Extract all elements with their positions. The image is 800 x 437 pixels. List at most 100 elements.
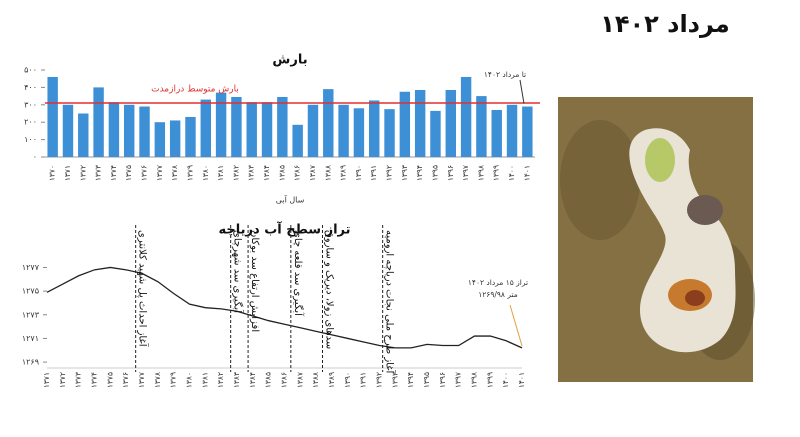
x-tick-label: ۱۳۷۱ [63,165,72,181]
x-tick-label: ۱۳۹۲ [375,372,384,388]
bar [200,99,211,157]
satellite-image [558,97,755,382]
x-tick-label: ۱۳۹۶ [438,372,447,388]
x-tick-label: ۱۳۷۸ [153,372,162,388]
x-tick-label: ۱۳۷۹ [185,165,194,181]
y-tick-label: ۱۲۶۹ [22,358,39,367]
x-tick-label: ۱۳۹۳ [400,165,409,181]
x-tick-label: ۱۴۰۱ [522,165,531,181]
x-tick-label: ۱۳۸۱ [200,372,209,388]
x-tick-label: ۱۳۸۵ [277,165,286,181]
bar [445,90,456,157]
x-tick-label: ۱۳۸۴ [248,372,257,388]
bar [277,96,288,157]
event-label: آبگیری سد شهرچای [232,230,245,314]
event-label: افزایش ارتفاع سد بوکان [249,230,260,332]
x-tick-label: ۱۳۹۸ [470,372,479,388]
x-tick-label: ۱۳۸۱ [216,165,225,181]
x-tick-label: ۱۳۹۰ [343,372,352,388]
bar [491,110,502,157]
event-label: آغاز احداث پل شهید کلانتری [137,230,150,348]
bar [476,96,487,157]
y-tick-label: ۱۰۰ [24,135,37,144]
x-tick-label: ۱۳۸۹ [339,165,348,181]
x-tick-label: ۱۳۹۵ [430,165,439,181]
y-tick-label: ۳۰۰ [24,100,37,109]
y-tick-label: ۴۰۰ [24,83,37,92]
x-axis-label: سال آبی [276,195,305,205]
x-tick-label: ۱۴۰۱ [517,372,526,388]
bar [369,100,380,157]
slide-title: مرداد ۱۴۰۲ [600,10,730,38]
x-tick-label: ۱۳۹۴ [406,372,415,388]
bar [323,89,334,157]
bar [261,102,273,157]
bar [460,76,472,157]
annotation-arrow [519,79,525,104]
x-tick-label: ۱۳۷۵ [124,165,133,181]
x-tick-label: ۱۳۹۴ [415,165,424,181]
bar [62,104,74,157]
x-tick-label: ۱۳۹۶ [446,165,455,181]
x-tick-label: ۱۳۹۸ [476,165,485,181]
bar [353,108,365,157]
annotation-arrow [509,304,523,347]
x-tick-label: ۱۳۷۱ [42,372,51,388]
event-label: سدهای زولا، دیریک و ساروق [324,230,335,349]
x-tick-label: ۱۳۹۵ [422,372,431,388]
x-tick-label: ۱۳۷۳ [74,372,83,388]
bar [108,102,120,157]
bar [414,90,426,157]
x-tick-label: ۱۳۸۳ [247,165,256,181]
x-tick-label: ۱۳۷۳ [94,165,103,181]
x-tick-label: ۱۴۰۰ [507,165,516,181]
event-label: آغاز طرح ملی نجات دریاچه ارومیه [384,230,397,374]
x-tick-label: ۱۳۹۷ [461,165,470,181]
x-tick-label: ۱۳۹۰ [354,165,363,181]
bar [246,102,257,157]
y-tick-label: ۱۲۷۷ [22,263,40,272]
reference-label: بارش متوسط درازمدت [151,85,239,95]
bar [384,109,395,157]
x-tick-label: ۱۳۹۱ [369,165,378,181]
x-tick-label: ۱۳۸۵ [264,372,273,388]
annotation: ۱۲۶۹/۹۸ متر [478,290,518,299]
bar [47,76,58,157]
bar [124,104,135,157]
x-tick-label: ۱۳۸۶ [280,372,289,388]
x-tick-label: ۱۳۷۷ [155,165,164,181]
x-tick-label: ۱۳۷۴ [90,372,99,388]
x-tick-label: ۱۳۸۷ [295,372,304,388]
x-tick-label: ۱۳۷۴ [109,165,118,181]
x-tick-label: ۱۳۹۷ [454,372,463,388]
x-tick-label: ۱۳۷۶ [140,165,149,181]
y-tick-label: ۰ [33,153,37,162]
x-tick-label: ۱۳۷۵ [105,372,114,388]
bar [338,104,349,157]
x-tick-label: ۱۳۸۸ [323,165,332,181]
y-tick-label: ۱۲۷۱ [22,334,39,343]
x-tick-label: ۱۳۷۸ [170,165,179,181]
x-tick-label: ۱۳۸۳ [232,372,241,388]
bar [506,104,518,157]
bar [307,104,319,157]
y-tick-label: ۵۰۰ [24,66,37,75]
y-tick-label: ۱۲۷۵ [22,287,39,296]
x-tick-label: ۱۳۸۴ [262,165,271,181]
x-tick-label: ۱۳۸۰ [185,372,194,388]
x-tick-label: ۱۳۷۶ [121,372,130,388]
x-tick-label: ۱۳۸۸ [311,372,320,388]
chart-title: تراز سطح آب دریاچه [219,221,351,238]
bar [231,96,242,157]
y-tick-label: ۱۲۷۳ [22,310,40,319]
x-tick-label: ۱۳۷۲ [58,372,67,388]
x-tick-label: ۱۳۸۶ [293,165,302,181]
x-tick-label: ۱۳۹۳ [390,372,399,388]
x-tick-label: ۱۳۷۹ [169,372,178,388]
x-tick-label: ۱۳۸۷ [308,165,317,181]
x-tick-label: ۱۳۹۹ [485,372,494,388]
x-tick-label: ۱۳۷۰ [48,165,57,181]
bar [215,92,227,157]
bar [292,124,303,157]
